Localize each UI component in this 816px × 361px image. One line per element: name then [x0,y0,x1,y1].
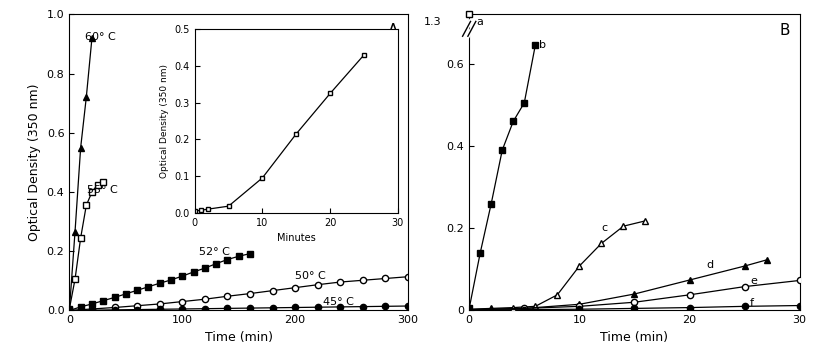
Y-axis label: Optical Density (350 nm): Optical Density (350 nm) [29,84,41,241]
Text: f: f [750,298,754,308]
Text: a: a [477,17,483,27]
Text: e: e [750,276,757,286]
Text: A: A [388,23,398,38]
Text: B: B [779,23,790,38]
Text: b: b [539,40,546,50]
Text: 45° C: 45° C [323,297,354,307]
Text: 52° C: 52° C [199,247,230,257]
Text: 60° C: 60° C [85,32,116,42]
Text: 50° C: 50° C [295,270,326,280]
X-axis label: Time (min): Time (min) [205,331,273,344]
Text: 55° C: 55° C [87,185,118,195]
Text: 1.3: 1.3 [424,17,441,27]
Text: d: d [706,260,713,270]
Text: c: c [601,223,608,233]
X-axis label: Time (min): Time (min) [601,331,668,344]
